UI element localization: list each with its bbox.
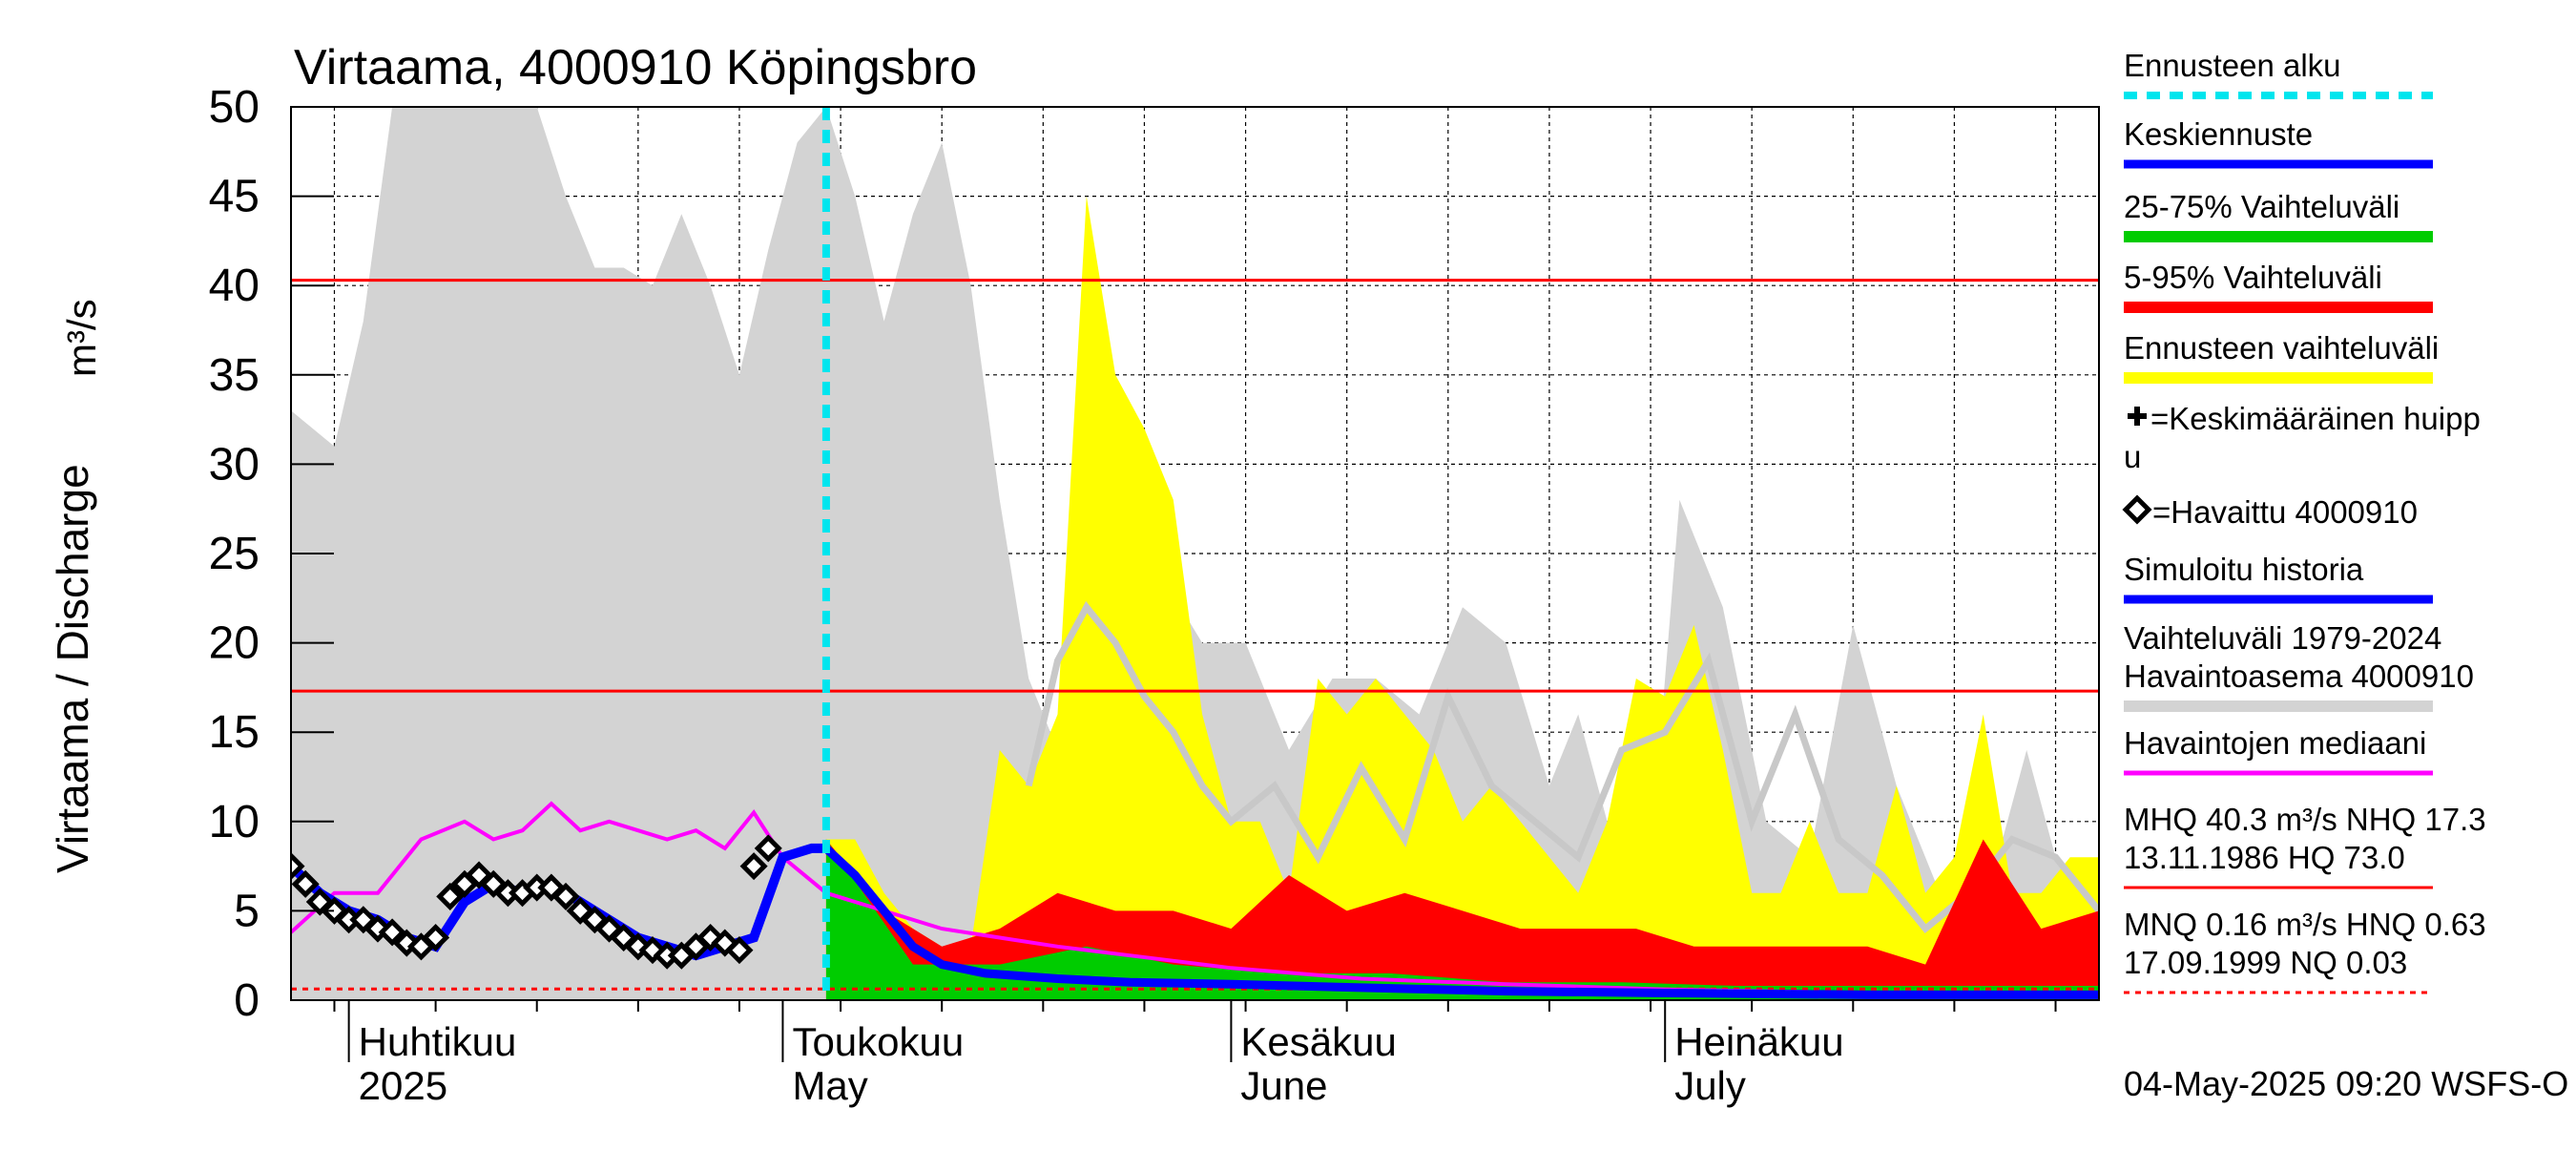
observed-point: [725, 936, 754, 965]
legend-label: =Keskimääräinen huipp: [2150, 401, 2481, 436]
observed-point: [754, 834, 782, 863]
observed-point: [436, 882, 465, 910]
legend-label: Vaihteluväli 1979-2024: [2124, 620, 2441, 656]
legend-label: Ennusteen vaihteluväli: [2124, 330, 2439, 366]
observed-point: [378, 918, 406, 947]
y-tick-label: 20: [209, 618, 260, 669]
x-month-label: Kesäkuu: [1240, 1019, 1396, 1064]
y-tick-label: 45: [209, 172, 260, 222]
x-month-label: Toukokuu: [792, 1019, 964, 1064]
y-tick-label: 10: [209, 797, 260, 847]
x-month-sublabel: June: [1240, 1063, 1327, 1108]
legend-label: =Havaittu 4000910: [2152, 494, 2418, 530]
legend-label-line2: 13.11.1986 HQ 73.0: [2124, 840, 2405, 875]
legend: Ennusteen alku Keskiennuste 25-75% Vaihtel…: [2122, 48, 2486, 994]
legend-label: 25-75% Vaihteluväli: [2124, 189, 2399, 224]
x-month-sublabel: May: [792, 1063, 867, 1108]
y-tick-label: 35: [209, 350, 260, 401]
plot-area: 05101520253035404550Huhtikuu2025Toukokuu…: [209, 82, 2100, 1108]
observed-point: [551, 882, 580, 910]
forecast-range-area: [825, 196, 2099, 1000]
observed-point: [291, 852, 305, 881]
legend-label: 5-95% Vaihteluväli: [2124, 260, 2382, 295]
observed-point: [422, 923, 450, 952]
legend-diamond-icon: [2122, 494, 2152, 525]
observed-point: [291, 869, 320, 898]
legend-plus-icon: [2128, 407, 2147, 426]
y-tick-label: 25: [209, 529, 260, 579]
median-line: [291, 801, 2099, 997]
legend-label: Havaintojen mediaani: [2124, 725, 2426, 761]
y-tick-label: 50: [209, 82, 260, 133]
legend-label: Ennusteen alku: [2124, 48, 2341, 83]
y-tick-label: 5: [234, 886, 260, 936]
y-tick-label: 40: [209, 261, 260, 311]
legend-label-line2: Havaintoasema 4000910: [2124, 659, 2474, 694]
history-median-line: [1025, 600, 2099, 934]
y-tick-label: 30: [209, 439, 260, 490]
footer-timestamp: 04-May-2025 09:20 WSFS-O: [2124, 1064, 2568, 1103]
legend-label: Simuloitu historia: [2124, 552, 2364, 587]
observed-point: [739, 852, 768, 881]
y-tick-label: 0: [234, 975, 260, 1026]
x-month-sublabel: 2025: [359, 1063, 447, 1108]
mean-forecast-line: [822, 845, 2099, 999]
plot-series: [291, 107, 2099, 1000]
x-month-label: Huhtikuu: [359, 1019, 517, 1064]
x-month-label: Heinäkuu: [1674, 1019, 1843, 1064]
x-month-sublabel: July: [1674, 1063, 1746, 1108]
legend-label-line2: 17.09.1999 NQ 0.03: [2124, 945, 2407, 980]
y-axis-label: Virtaama / Discharge: [48, 464, 97, 873]
legend-label: MHQ 40.3 m³/s NHQ 17.3: [2124, 802, 2486, 837]
legend-label: MNQ 0.16 m³/s HNQ 0.63: [2124, 907, 2486, 942]
legend-label: Keskiennuste: [2124, 116, 2313, 152]
history-range-area: [291, 107, 2099, 1000]
p25-75-area: [825, 839, 2099, 1000]
chart-title: Virtaama, 4000910 Köpingsbro: [294, 40, 977, 95]
y-axis-unit: m³/s: [59, 299, 104, 377]
y-tick-label: 15: [209, 707, 260, 758]
legend-label-line2: u: [2124, 439, 2141, 474]
